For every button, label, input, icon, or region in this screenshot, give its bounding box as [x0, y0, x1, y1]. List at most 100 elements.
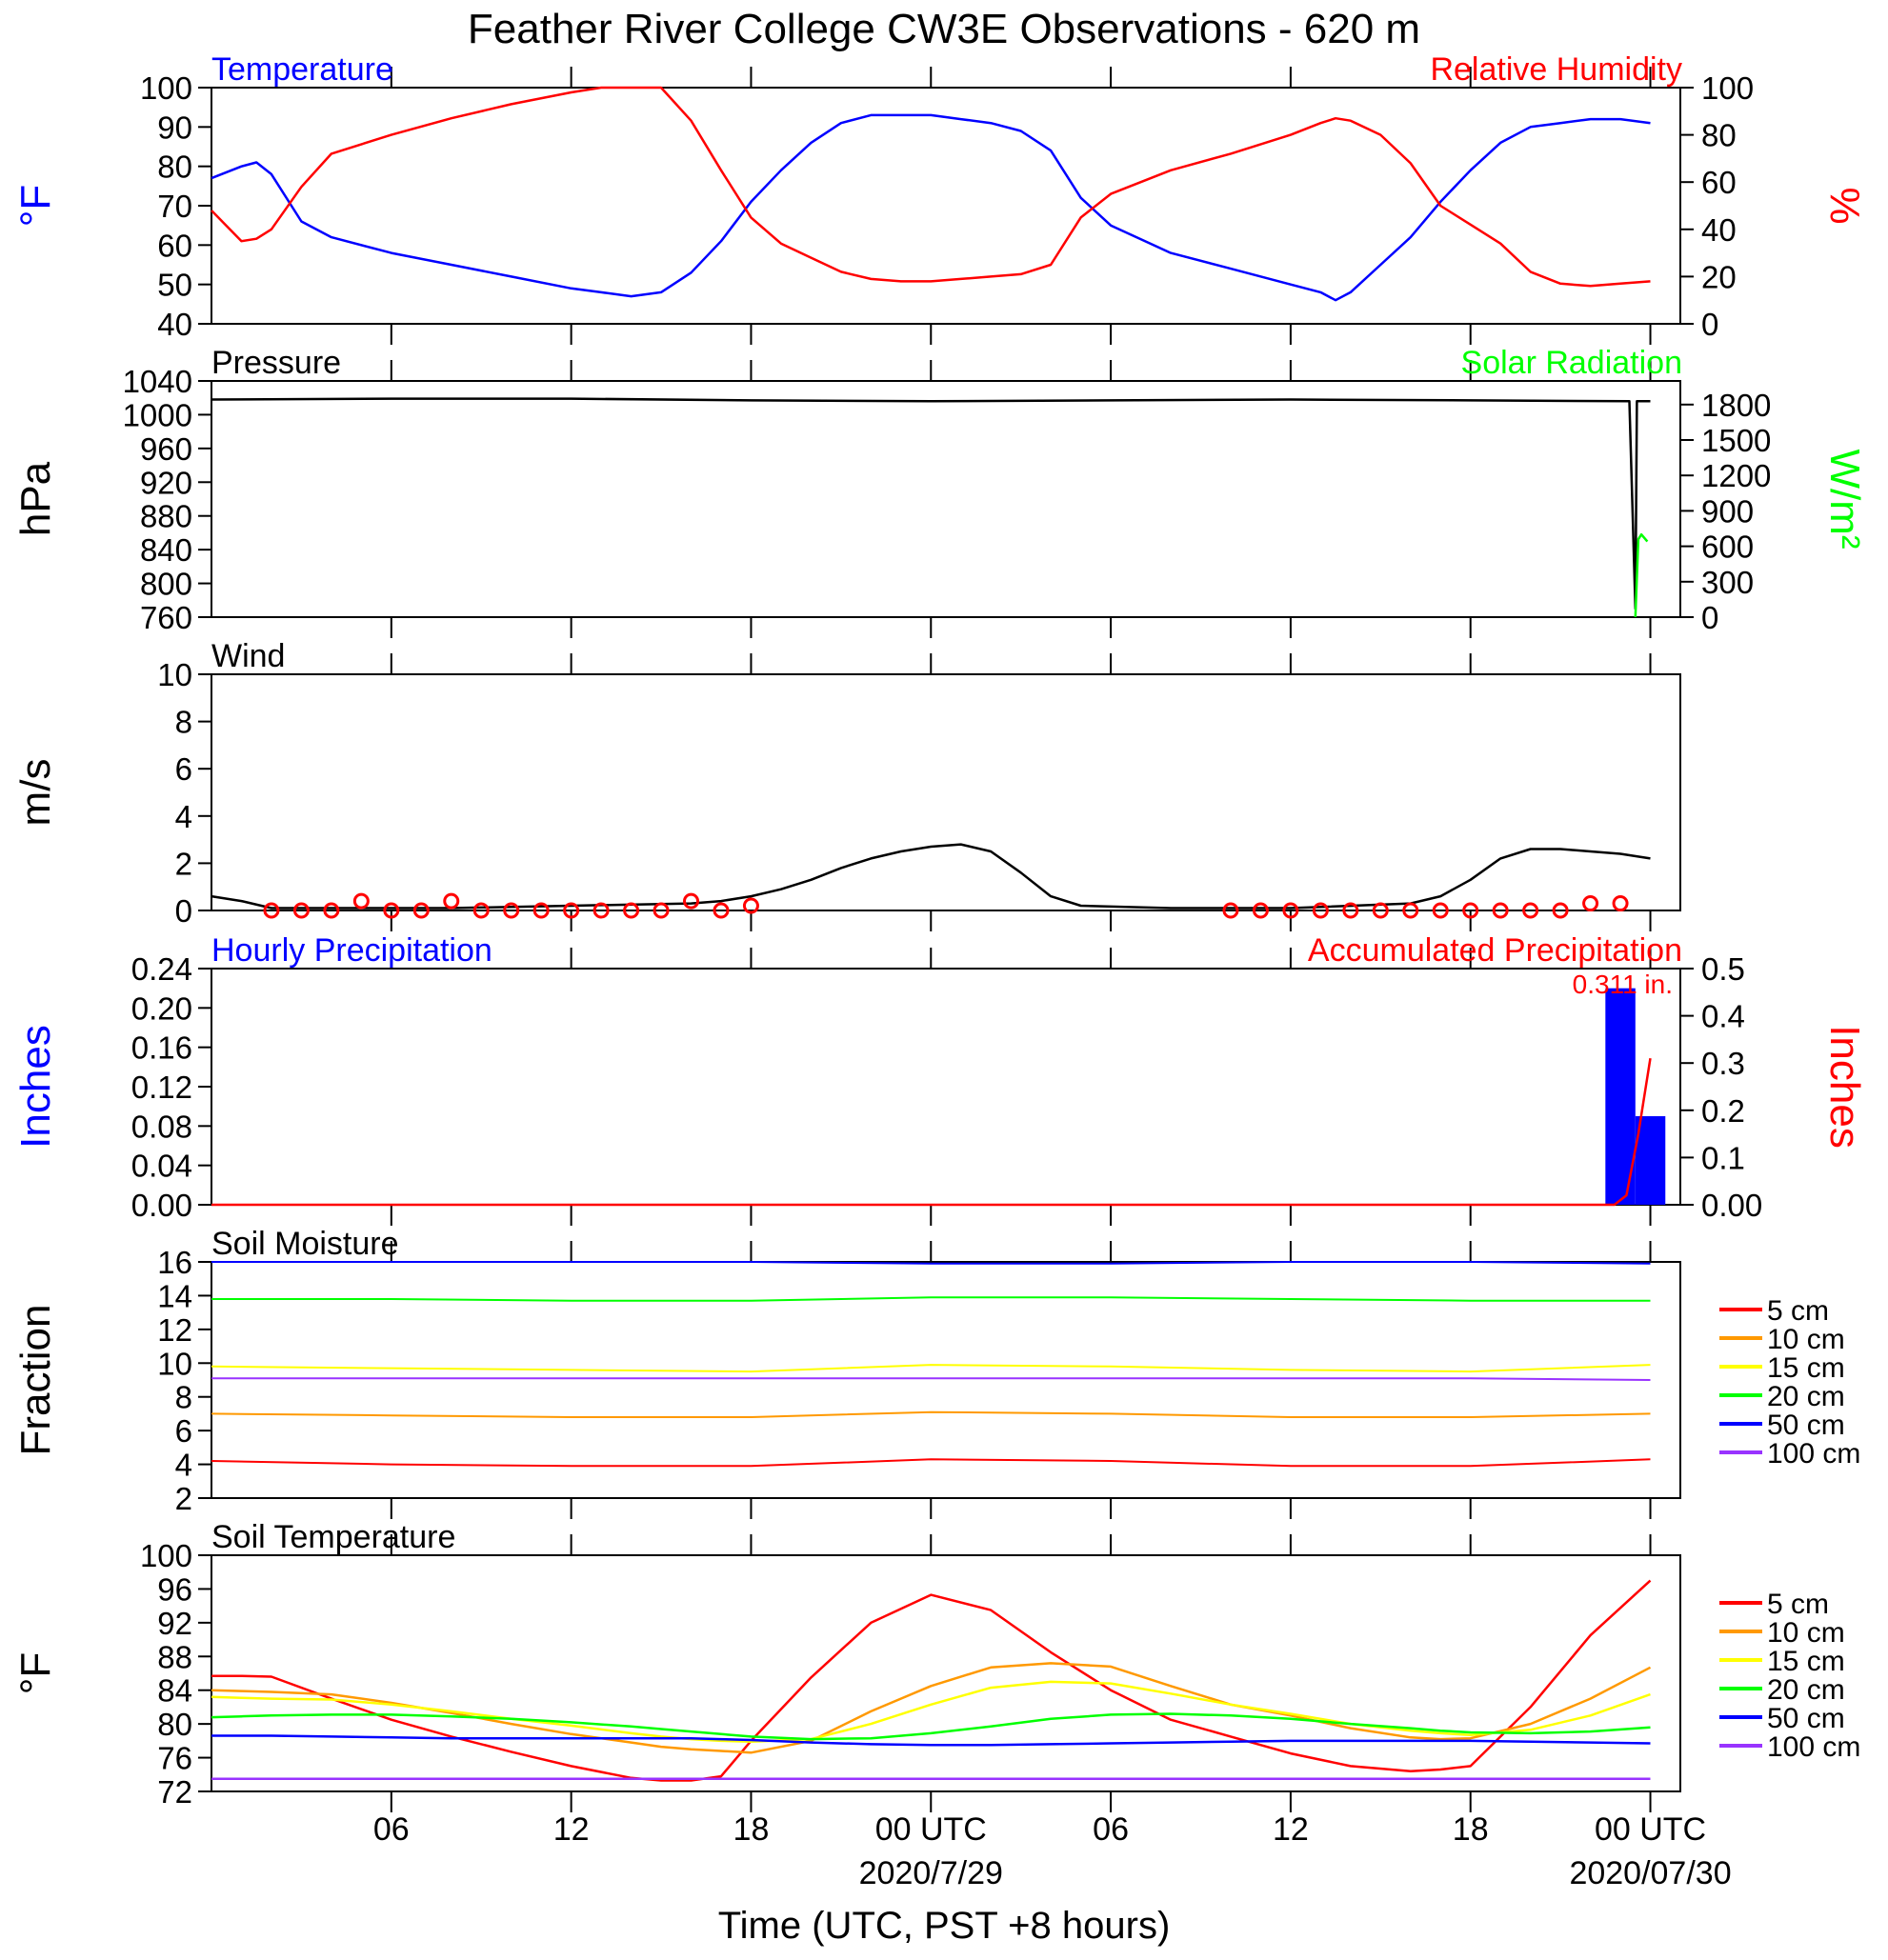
y-tick-label-right: 0.00	[1701, 1188, 1762, 1223]
y-tick-label: 800	[140, 567, 192, 602]
wind-calm-marker	[323, 902, 340, 919]
y-tick-label-right: 40	[1701, 212, 1737, 248]
panel-title-left: Temperature	[211, 51, 393, 88]
wind-calm-marker	[292, 902, 310, 919]
y-tick-label: 8	[175, 1380, 192, 1415]
y-tick-label: 1000	[123, 397, 192, 432]
y-tick-label: 0.12	[131, 1070, 192, 1105]
y-axis-label-left: m/s	[12, 759, 59, 827]
series-50-cm	[211, 1261, 1651, 1265]
series-5-cm	[211, 1579, 1652, 1782]
y-tick-label: 920	[140, 465, 192, 500]
y-axis-label-left: Fraction	[12, 1305, 59, 1456]
y-tick-label: 14	[157, 1278, 192, 1313]
y-tick-label: 76	[157, 1741, 192, 1776]
panel-title-right: Relative Humidity	[1430, 51, 1682, 88]
wind-calm-marker	[1582, 895, 1599, 912]
wind-calm-marker	[532, 902, 550, 919]
y-tick-label: 0.00	[131, 1188, 192, 1223]
y-tick-label-right: 60	[1701, 165, 1737, 200]
wind-calm-marker	[683, 892, 700, 910]
y-tick-label: 4	[175, 799, 192, 834]
y-tick-label-right: 0.3	[1701, 1046, 1745, 1081]
x-tick-label: 06	[1093, 1811, 1129, 1848]
y-tick-label: 80	[157, 150, 192, 185]
y-tick-label-right: 1500	[1701, 423, 1771, 458]
y-tick-label: 0.08	[131, 1109, 192, 1144]
panel-wind: 0 2 4 6 8 10 Wind m/s	[12, 638, 1681, 931]
series-10-cm	[211, 1410, 1651, 1418]
x-tick-label: 00 UTC	[875, 1811, 987, 1848]
y-axis-label-right: Inches	[1821, 1025, 1868, 1149]
series-100-cm	[211, 1377, 1651, 1381]
y-tick-label: 880	[140, 499, 192, 534]
y-tick-label: 760	[140, 600, 192, 635]
panel-title-left: Wind	[211, 638, 285, 674]
wind-calm-marker	[1492, 902, 1509, 919]
series-5-cm	[211, 1458, 1651, 1468]
series-15-cm	[211, 1364, 1651, 1373]
accumulated-precip-line	[211, 1058, 1652, 1207]
wind-calm-marker	[1612, 895, 1629, 912]
legend-label: 5 cm	[1767, 1589, 1829, 1620]
wind-calm-marker	[412, 902, 430, 919]
legend-label: 20 cm	[1767, 1674, 1845, 1706]
wind-calm-marker	[1462, 902, 1479, 919]
y-tick-label-right: 600	[1701, 530, 1754, 565]
wind-calm-marker	[623, 902, 640, 919]
y-tick-label: 100	[140, 70, 192, 106]
y-tick-label-right: 1800	[1701, 388, 1771, 423]
y-tick-label: 2	[175, 846, 192, 881]
wind-calm-marker	[1252, 902, 1269, 919]
y-tick-label: 100	[140, 1538, 192, 1573]
y-tick-label-right: 0.2	[1701, 1093, 1745, 1129]
wind-calm-marker	[713, 902, 730, 919]
y-tick-label: 90	[157, 110, 192, 145]
y-tick-label: 4	[175, 1448, 192, 1483]
plot-frame	[211, 380, 1681, 618]
y-tick-label: 840	[140, 532, 192, 568]
y-tick-label: 80	[157, 1707, 192, 1742]
x-tick-label: 12	[1273, 1811, 1309, 1848]
y-tick-label: 40	[157, 307, 192, 342]
wind-calm-marker	[383, 902, 400, 919]
y-tick-label: 0.20	[131, 990, 192, 1026]
wind-calm-marker	[1402, 902, 1419, 919]
y-tick-label: 84	[157, 1673, 192, 1709]
series-pressure	[211, 397, 1651, 610]
x-date-label: 2020/7/29	[859, 1855, 1003, 1891]
y-tick-label: 0	[175, 893, 192, 929]
x-tick-label: 18	[1453, 1811, 1489, 1848]
y-tick-label: 10	[157, 1346, 192, 1381]
panel-title-left: Soil Temperature	[211, 1519, 455, 1555]
series-wind-speed	[211, 843, 1651, 910]
plot-frame	[211, 1261, 1681, 1499]
wind-calm-marker	[503, 902, 520, 919]
panel-title-right: Solar Radiation	[1461, 345, 1682, 381]
wind-calm-marker	[263, 902, 280, 919]
y-tick-label: 8	[175, 705, 192, 740]
series-20-cm	[211, 1296, 1651, 1302]
wind-calm-marker	[472, 902, 490, 919]
panel-temp-rh: 40 50 60 70 80 90 100 Temperature Relative Humid…	[12, 51, 1868, 345]
panel-title-right: Accumulated Precipitation	[1308, 932, 1682, 969]
y-tick-label: 72	[157, 1774, 192, 1810]
wind-calm-marker	[1552, 902, 1569, 919]
y-tick-label-right: 0	[1701, 307, 1718, 342]
legend-label: 10 cm	[1767, 1617, 1845, 1649]
y-tick-label: 96	[157, 1571, 192, 1607]
panel-precip: 0.00 0.04 0.08 0.12 0.16 0.200.24 Hourly Preci…	[12, 932, 1868, 1226]
y-tick-label-right: 0	[1701, 600, 1718, 635]
y-tick-label: 1040	[123, 364, 192, 399]
wind-calm-marker	[593, 902, 610, 919]
legend-label: 50 cm	[1767, 1410, 1845, 1441]
y-tick-label: 92	[157, 1606, 192, 1641]
legend-label: 50 cm	[1767, 1703, 1845, 1734]
y-tick-label: 960	[140, 431, 192, 467]
y-axis-label-left: °F	[12, 1652, 59, 1694]
wind-calm-marker	[1222, 902, 1239, 919]
y-tick-label: 0.16	[131, 1030, 192, 1066]
